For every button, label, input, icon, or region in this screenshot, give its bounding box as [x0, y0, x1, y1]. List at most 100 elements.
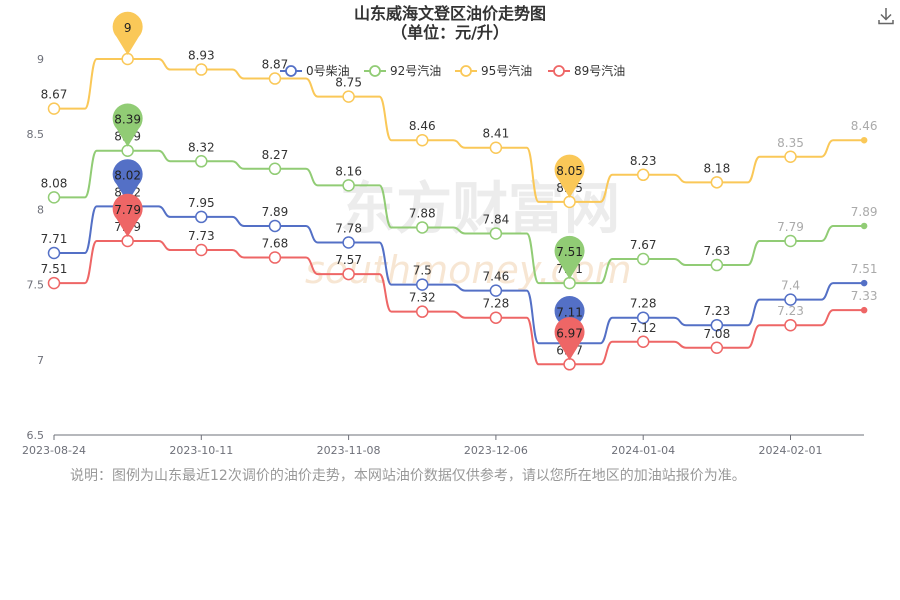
data-label: 8.46: [409, 119, 436, 133]
data-point[interactable]: [710, 176, 724, 189]
data-point[interactable]: [195, 155, 208, 168]
data-point[interactable]: [489, 311, 503, 324]
data-label: 7.89: [851, 205, 878, 219]
data-point[interactable]: [489, 284, 503, 297]
pin-label: 7.11: [556, 305, 583, 319]
data-point[interactable]: [268, 162, 282, 176]
pin-label: 7.51: [556, 245, 583, 259]
download-icon[interactable]: [876, 6, 896, 26]
data-point[interactable]: [47, 102, 61, 115]
legend-label: 89号汽油: [574, 63, 625, 78]
data-point[interactable]: [710, 258, 724, 272]
legend[interactable]: 0号柴油 92号汽油 95号汽油 89号汽油: [280, 63, 625, 78]
series-line: [54, 239, 865, 366]
data-point[interactable]: [195, 210, 208, 224]
data-point[interactable]: [47, 276, 61, 290]
data-point[interactable]: [636, 311, 650, 324]
min-marker: 6.97: [554, 317, 585, 361]
data-point[interactable]: [784, 318, 797, 332]
data-point[interactable]: [47, 246, 61, 260]
data-point[interactable]: [342, 267, 355, 281]
data-label: 7.23: [703, 304, 730, 318]
data-point[interactable]: [860, 222, 868, 230]
data-label: 7.51: [41, 262, 68, 276]
data-point[interactable]: [710, 341, 724, 355]
data-label: 7.46: [483, 270, 510, 284]
data-point[interactable]: [342, 90, 355, 103]
data-label: 7.88: [409, 206, 436, 220]
data-point[interactable]: [342, 179, 355, 192]
data-point[interactable]: [710, 318, 724, 332]
max-marker: 9: [112, 11, 143, 55]
pin-shape: [554, 235, 585, 280]
data-point[interactable]: [563, 358, 576, 371]
series-line: [54, 58, 865, 203]
pin-shape: [554, 317, 585, 361]
data-label: 7.71: [41, 232, 68, 246]
data-label: 7.84: [483, 212, 510, 226]
data-label: 7.4: [781, 279, 800, 293]
data-label: 7.5: [413, 264, 432, 278]
x-tick-label: 2023-11-08: [317, 444, 381, 457]
data-label: 7.89: [262, 205, 289, 219]
legend-item-3[interactable]: 89号汽油: [548, 63, 625, 78]
data-point[interactable]: [563, 195, 576, 209]
legend-item-0[interactable]: 0号柴油: [280, 64, 350, 78]
max-marker: 8.39: [112, 103, 143, 147]
data-point[interactable]: [268, 251, 282, 264]
data-label: 8.46: [851, 119, 878, 133]
data-label: 8.67: [41, 88, 68, 102]
data-point[interactable]: [636, 252, 650, 266]
pin-label: 8.02: [114, 168, 141, 182]
data-point[interactable]: [195, 63, 208, 76]
series-2: [47, 52, 868, 209]
legend-item-2[interactable]: 95号汽油: [455, 63, 532, 78]
data-point[interactable]: [784, 150, 797, 164]
data-point[interactable]: [121, 234, 134, 248]
data-label: 7.12: [630, 321, 657, 335]
series-line: [54, 149, 865, 285]
data-point[interactable]: [489, 227, 503, 240]
data-point[interactable]: [416, 133, 429, 147]
data-label: 7.32: [409, 291, 436, 305]
data-point[interactable]: [636, 335, 650, 349]
data-point[interactable]: [268, 72, 282, 85]
data-label: 7.51: [851, 262, 878, 276]
data-point[interactable]: [416, 221, 429, 234]
data-label: 8.18: [703, 161, 730, 175]
data-point[interactable]: [860, 136, 868, 144]
data-label: 7.28: [630, 297, 657, 311]
data-point[interactable]: [784, 234, 797, 248]
y-tick-label: 8.5: [27, 128, 45, 141]
data-label: 8.08: [41, 176, 68, 190]
data-point[interactable]: [47, 191, 61, 204]
series-1: [47, 144, 868, 290]
data-point[interactable]: [342, 236, 355, 249]
data-point[interactable]: [784, 293, 797, 306]
x-tick-label: 2023-10-11: [169, 444, 233, 457]
data-point[interactable]: [195, 243, 208, 257]
data-point[interactable]: [563, 276, 576, 290]
data-point[interactable]: [489, 141, 503, 154]
data-label: 8.32: [188, 140, 215, 154]
data-point[interactable]: [268, 219, 282, 233]
data-point[interactable]: [121, 52, 134, 66]
data-label: 8.23: [630, 154, 657, 168]
x-tick-label: 2023-12-06: [464, 444, 528, 457]
data-label: 7.78: [335, 221, 362, 235]
pin-label: 7.79: [114, 203, 141, 217]
data-label: 8.87: [262, 58, 289, 72]
data-label: 7.68: [262, 237, 289, 251]
data-point[interactable]: [636, 168, 650, 182]
data-label: 7.57: [335, 253, 362, 267]
y-tick-label: 8: [37, 203, 44, 216]
data-point[interactable]: [121, 144, 134, 157]
data-point[interactable]: [860, 306, 868, 314]
data-point[interactable]: [416, 278, 429, 291]
data-label: 7.95: [188, 196, 215, 210]
legend-item-1[interactable]: 92号汽油: [364, 63, 441, 78]
data-label: 7.79: [777, 220, 804, 234]
data-point[interactable]: [860, 279, 868, 287]
data-point[interactable]: [416, 305, 429, 318]
y-tick-label: 7.5: [27, 279, 45, 292]
